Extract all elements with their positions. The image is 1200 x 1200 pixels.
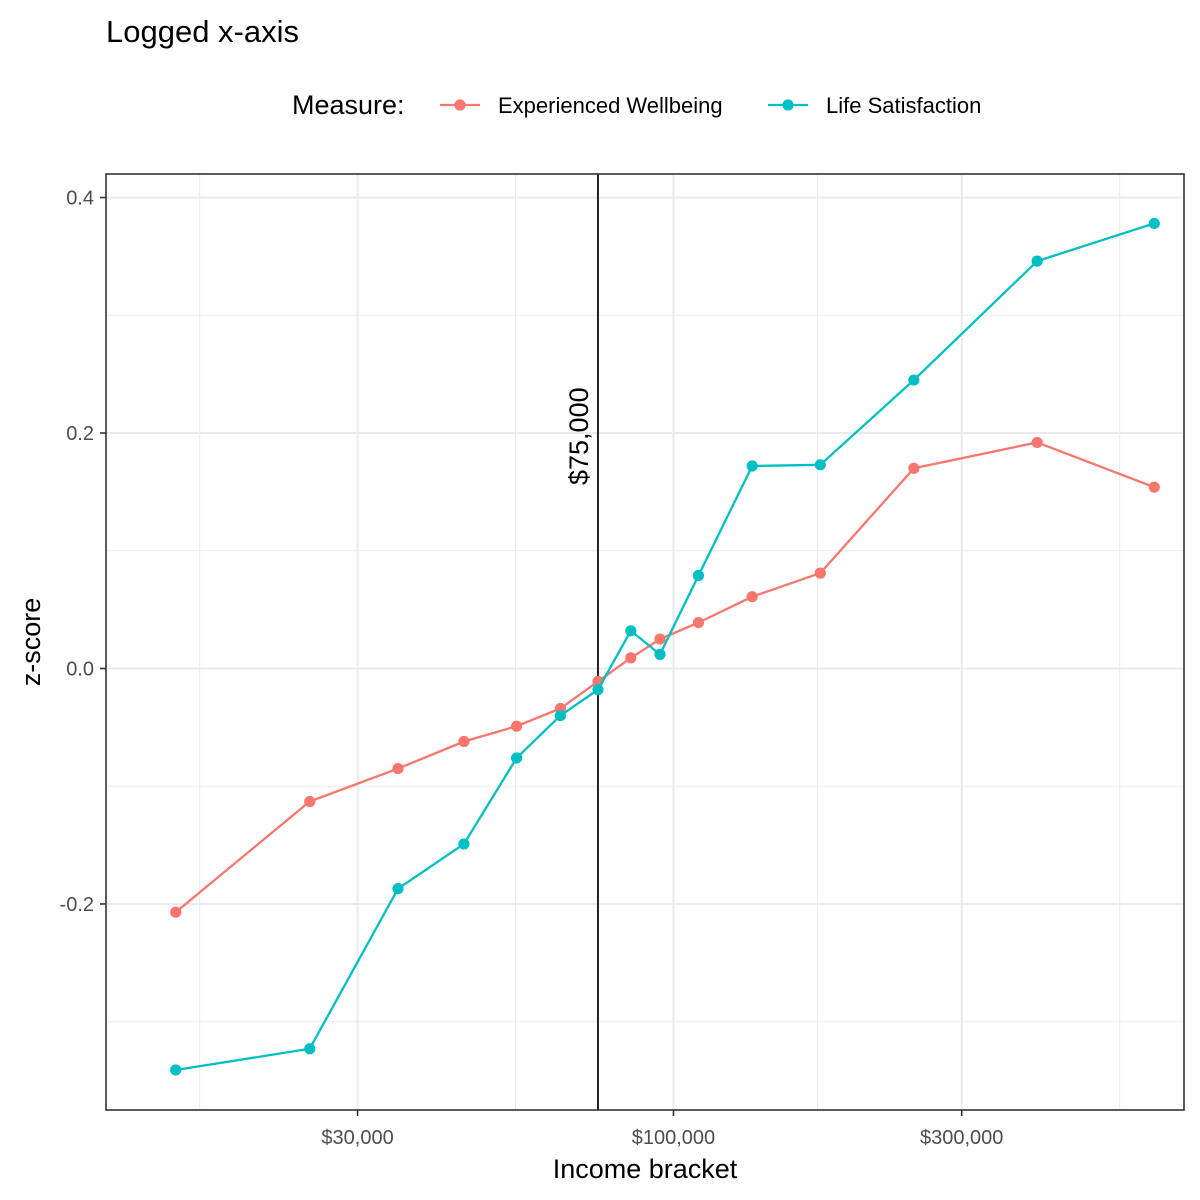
data-point-life-satisfaction: [458, 838, 470, 850]
data-point-experienced-wellbeing: [458, 735, 470, 748]
legend-key-point: [782, 99, 794, 111]
data-point-experienced-wellbeing: [625, 652, 637, 664]
x-tick-label: $30,000: [321, 1127, 393, 1149]
y-axis-title: z-score: [16, 598, 46, 687]
data-point-life-satisfaction: [814, 459, 826, 471]
data-point-life-satisfaction: [1148, 217, 1160, 230]
chart-title: Logged x-axis: [106, 14, 299, 49]
x-tick-label: $100,000: [632, 1127, 715, 1149]
legend-item-life-satisfaction: Life Satisfaction: [768, 93, 981, 118]
legend-label: Life Satisfaction: [826, 93, 981, 118]
panel-border: [105, 173, 1185, 1111]
x-tick-label: $300,000: [920, 1127, 1003, 1149]
y-tick-label: 0.2: [66, 423, 94, 445]
data-point-experienced-wellbeing: [392, 762, 404, 775]
legend-item-experienced-wellbeing: Experienced Wellbeing: [440, 93, 723, 118]
data-point-life-satisfaction: [392, 883, 404, 895]
x-axis-title: Income bracket: [553, 1154, 738, 1184]
data-point-life-satisfaction: [554, 709, 567, 722]
legend-key-point: [454, 99, 466, 111]
data-point-life-satisfaction: [170, 1064, 182, 1076]
y-tick-label: 0.4: [66, 188, 94, 210]
data-point-experienced-wellbeing: [814, 567, 826, 579]
data-point-life-satisfaction: [654, 648, 666, 660]
data-point-life-satisfaction: [304, 1043, 316, 1055]
data-point-experienced-wellbeing: [511, 720, 523, 732]
data-point-experienced-wellbeing: [1031, 436, 1043, 449]
y-tick-label: 0.0: [66, 658, 94, 680]
data-point-experienced-wellbeing: [1148, 481, 1160, 493]
data-point-life-satisfaction: [746, 460, 758, 472]
data-point-experienced-wellbeing: [304, 795, 316, 808]
legend: Measure: Experienced Wellbeing Life Satis…: [292, 90, 981, 120]
data-point-life-satisfaction: [1031, 255, 1043, 267]
data-point-life-satisfaction: [592, 684, 604, 696]
legend-label: Experienced Wellbeing: [498, 93, 723, 118]
legend-title: Measure:: [292, 90, 405, 120]
data-point-experienced-wellbeing: [746, 591, 758, 603]
y-tick-label: -0.2: [60, 894, 94, 916]
data-point-experienced-wellbeing: [654, 633, 666, 645]
data-point-experienced-wellbeing: [908, 462, 920, 474]
data-point-experienced-wellbeing: [170, 906, 182, 918]
data-point-life-satisfaction: [692, 569, 705, 582]
data-point-life-satisfaction: [625, 625, 637, 637]
data-point-experienced-wellbeing: [692, 616, 705, 629]
data-point-life-satisfaction: [908, 374, 920, 386]
reference-line-label: $75,000: [564, 387, 594, 485]
data-point-life-satisfaction: [511, 752, 523, 764]
